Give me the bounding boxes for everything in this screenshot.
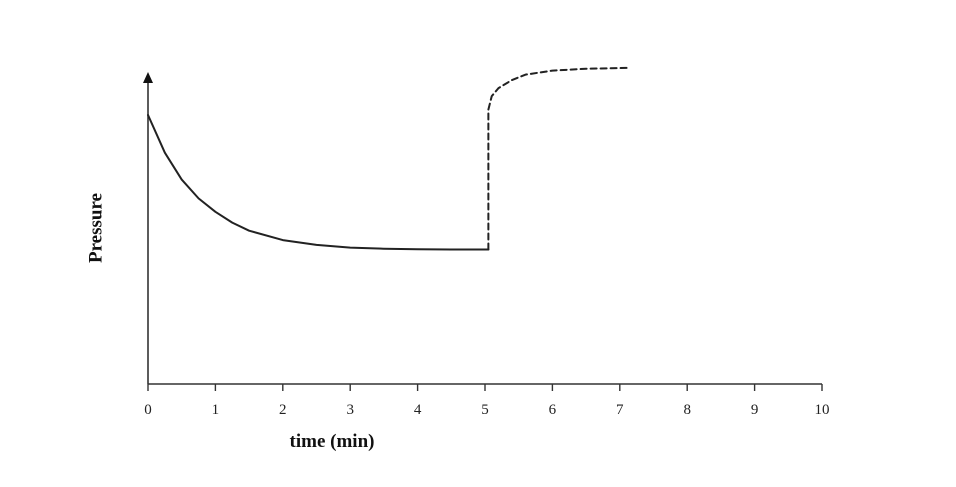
x-tick-label-3: 3 <box>346 402 354 418</box>
x-tick-label-6: 6 <box>549 402 557 418</box>
x-tick-label-5: 5 <box>481 402 489 418</box>
x-tick-label-2: 2 <box>279 402 287 418</box>
x-axis-title: time (min) <box>290 431 375 452</box>
x-tick-label-1: 1 <box>212 402 220 418</box>
x-tick-label-10: 10 <box>815 402 830 418</box>
x-tick-label-7: 7 <box>616 402 624 418</box>
y-axis-arrow-icon <box>143 72 153 83</box>
series-line-1-dashed <box>487 66 628 251</box>
x-ticks: 0 1 2 3 4 5 6 7 8 9 10 <box>144 384 830 418</box>
x-tick-label-8: 8 <box>683 402 691 418</box>
y-axis-title: Pressure <box>85 193 106 263</box>
series-line-0-solid <box>147 114 490 251</box>
series-layer <box>147 66 628 251</box>
x-tick-label-4: 4 <box>414 402 422 418</box>
x-tick-label-9: 9 <box>751 402 759 418</box>
x-tick-label-0: 0 <box>144 402 152 418</box>
